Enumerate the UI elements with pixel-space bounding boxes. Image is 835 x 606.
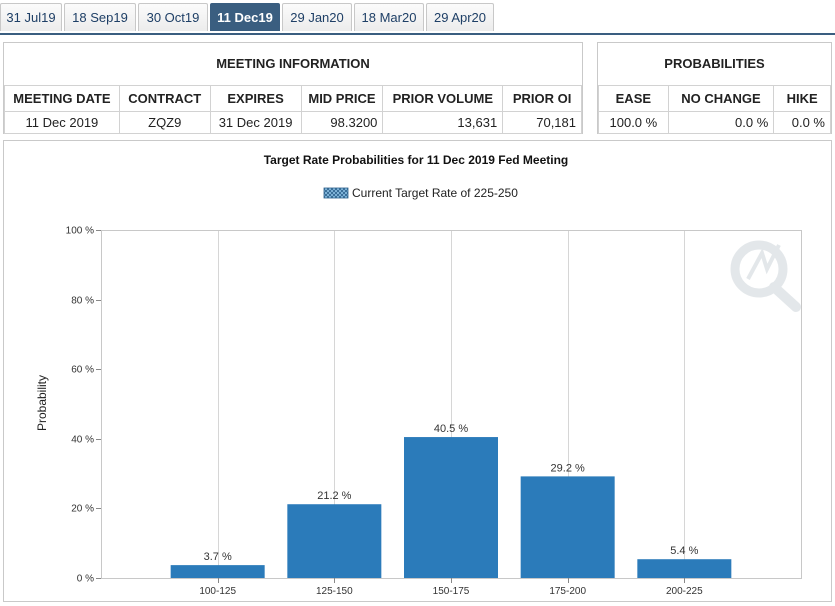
- table-row: 100.0 % 0.0 % 0.0 %: [598, 111, 831, 134]
- col-no-change: NO CHANGE: [667, 85, 775, 112]
- table-header-row: EASE NO CHANGE HIKE: [598, 85, 831, 112]
- chart-panel: Target Rate Probabilities for 11 Dec 201…: [3, 140, 832, 602]
- x-tick-label: 200-225: [666, 586, 703, 597]
- tab-30-oct19[interactable]: 30 Oct19: [138, 3, 208, 31]
- probabilities-table: EASE NO CHANGE HIKE 100.0 % 0.0 % 0.0 %: [598, 85, 831, 134]
- data-label: 29.2 %: [551, 462, 585, 474]
- ease-value: 100.0 %: [598, 111, 669, 134]
- meeting-info-title: MEETING INFORMATION: [4, 43, 582, 86]
- legend-swatch: [323, 187, 349, 199]
- col-ease: EASE: [598, 85, 669, 112]
- data-label: 5.4 %: [670, 545, 698, 557]
- tab-31-jul19[interactable]: 31 Jul19: [0, 3, 62, 31]
- table-header-row: MEETING DATE CONTRACT EXPIRES MID PRICE …: [4, 85, 582, 112]
- bar-125-150: [287, 504, 382, 578]
- mid-price-value: 98.3200: [300, 111, 384, 134]
- col-mid-price: MID PRICE: [300, 85, 384, 112]
- no-change-value: 0.0 %: [667, 111, 775, 134]
- col-prior-oi: PRIOR OI: [502, 85, 582, 112]
- col-expires: EXPIRES: [209, 85, 302, 112]
- bars: 3.7 % 21.2 % 40.5 % 29.2 % 5.4 %: [170, 423, 732, 578]
- chart-title: Target Rate Probabilities for 11 Dec 201…: [264, 153, 569, 167]
- y-tick-label: 20 %: [71, 504, 94, 515]
- bar-100-125: [170, 565, 265, 578]
- probabilities-title: PROBABILITIES: [598, 43, 831, 86]
- tab-18-sep19[interactable]: 18 Sep19: [64, 3, 136, 31]
- x-tick-label: 125-150: [316, 586, 353, 597]
- meeting-date-value: 11 Dec 2019: [4, 111, 120, 134]
- contract-value: ZQZ9: [118, 111, 211, 134]
- bar-200-225: [637, 559, 732, 578]
- target-rate-chart: Target Rate Probabilities for 11 Dec 201…: [35, 153, 802, 597]
- y-tick-label: 100 %: [66, 226, 94, 237]
- data-label: 40.5 %: [434, 423, 468, 435]
- tab-11-dec19[interactable]: 11 Dec19: [210, 3, 280, 31]
- y-tick-label: 80 %: [71, 296, 94, 307]
- table-row: 11 Dec 2019 ZQZ9 31 Dec 2019 98.3200 13,…: [4, 111, 582, 134]
- prior-volume-value: 13,631: [382, 111, 504, 134]
- probabilities-panel: PROBABILITIES EASE NO CHANGE HIKE 100.0 …: [597, 42, 832, 134]
- legend-label: Current Target Rate of 225-250: [352, 186, 518, 200]
- meeting-info-table: MEETING DATE CONTRACT EXPIRES MID PRICE …: [4, 85, 582, 134]
- y-tick-label: 40 %: [71, 435, 94, 446]
- y-tick-label: 60 %: [71, 365, 94, 376]
- col-contract: CONTRACT: [118, 85, 211, 112]
- bar-175-200: [520, 476, 615, 578]
- y-tick-label: 0 %: [77, 574, 94, 585]
- tab-29-jan20[interactable]: 29 Jan20: [282, 3, 352, 31]
- tab-18-mar20[interactable]: 18 Mar20: [354, 3, 424, 31]
- logo-watermark-icon: [730, 240, 801, 312]
- expires-value: 31 Dec 2019: [209, 111, 302, 134]
- tab-29-apr20[interactable]: 29 Apr20: [426, 3, 494, 31]
- x-tick-label: 150-175: [433, 586, 470, 597]
- prior-oi-value: 70,181: [502, 111, 582, 134]
- x-tick-label: 175-200: [549, 586, 586, 597]
- axes: 0 % 20 % 40 % 60 % 80 % 100 % 100-125 125-150 15…: [66, 226, 802, 597]
- meeting-info-panel: MEETING INFORMATION MEETING DATE CONTRAC…: [3, 42, 583, 134]
- col-meeting-date: MEETING DATE: [4, 85, 120, 112]
- col-hike: HIKE: [773, 85, 831, 112]
- y-axis-label: Probability: [35, 375, 49, 431]
- meeting-tabs: 31 Jul19 18 Sep19 30 Oct19 11 Dec19 29 J…: [0, 0, 835, 33]
- bar-150-175: [404, 437, 498, 578]
- tab-underline: [0, 33, 835, 35]
- col-prior-volume: PRIOR VOLUME: [382, 85, 504, 112]
- data-label: 21.2 %: [317, 490, 351, 502]
- x-tick-label: 100-125: [199, 586, 236, 597]
- legend: Current Target Rate of 225-250: [323, 186, 518, 200]
- hike-value: 0.0 %: [773, 111, 831, 134]
- data-label: 3.7 %: [204, 551, 232, 563]
